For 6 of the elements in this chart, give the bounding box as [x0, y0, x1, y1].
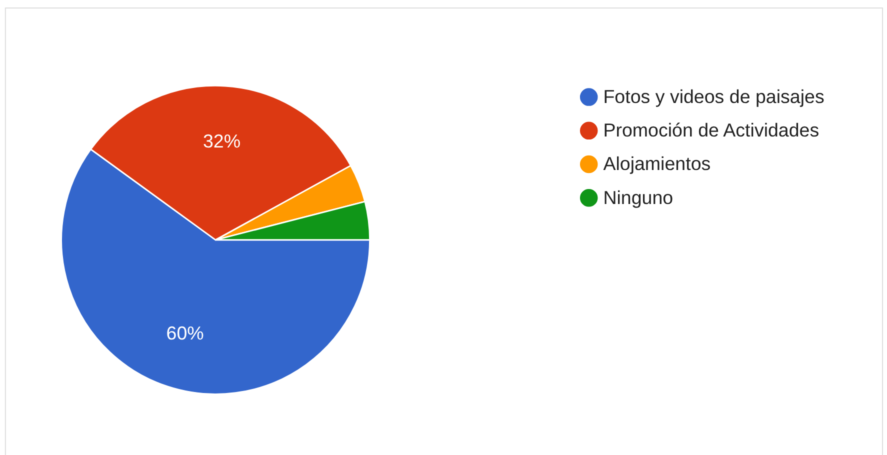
legend-label: Alojamientos — [603, 153, 711, 174]
legend-label: Fotos y videos de paisajes — [603, 86, 824, 107]
legend-label: Promoción de Actividades — [603, 120, 820, 141]
data-label: 60% — [166, 322, 204, 344]
legend-label: Ninguno — [603, 186, 674, 208]
data-label: 32% — [202, 130, 241, 152]
